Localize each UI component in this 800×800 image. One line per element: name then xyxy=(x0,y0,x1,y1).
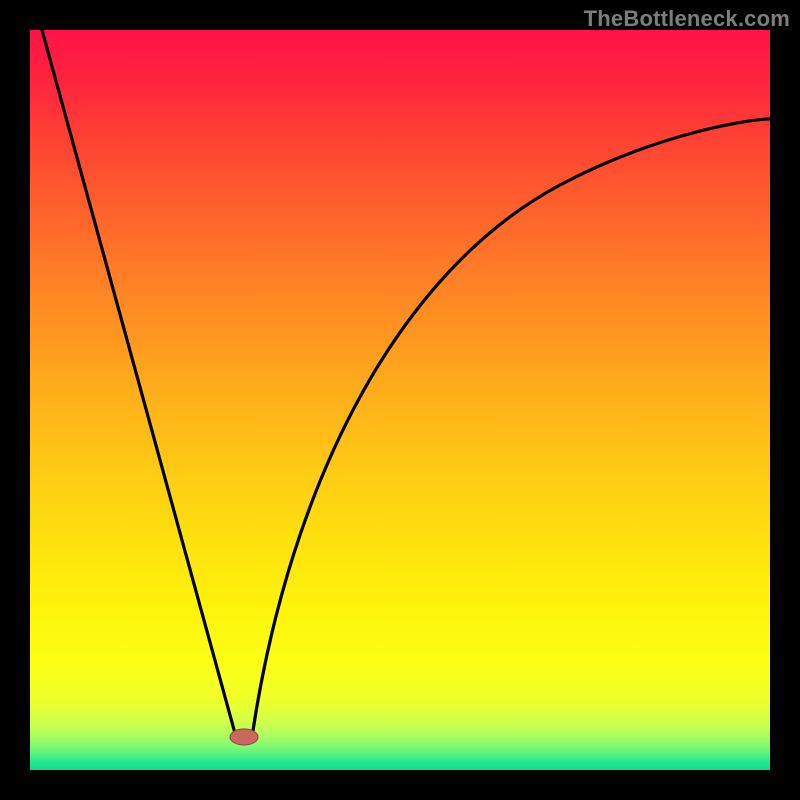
plot-gradient-background xyxy=(30,30,770,770)
watermark-text: TheBottleneck.com xyxy=(584,6,790,32)
minimum-marker xyxy=(230,729,258,745)
bottleneck-chart xyxy=(0,0,800,800)
chart-stage: TheBottleneck.com xyxy=(0,0,800,800)
